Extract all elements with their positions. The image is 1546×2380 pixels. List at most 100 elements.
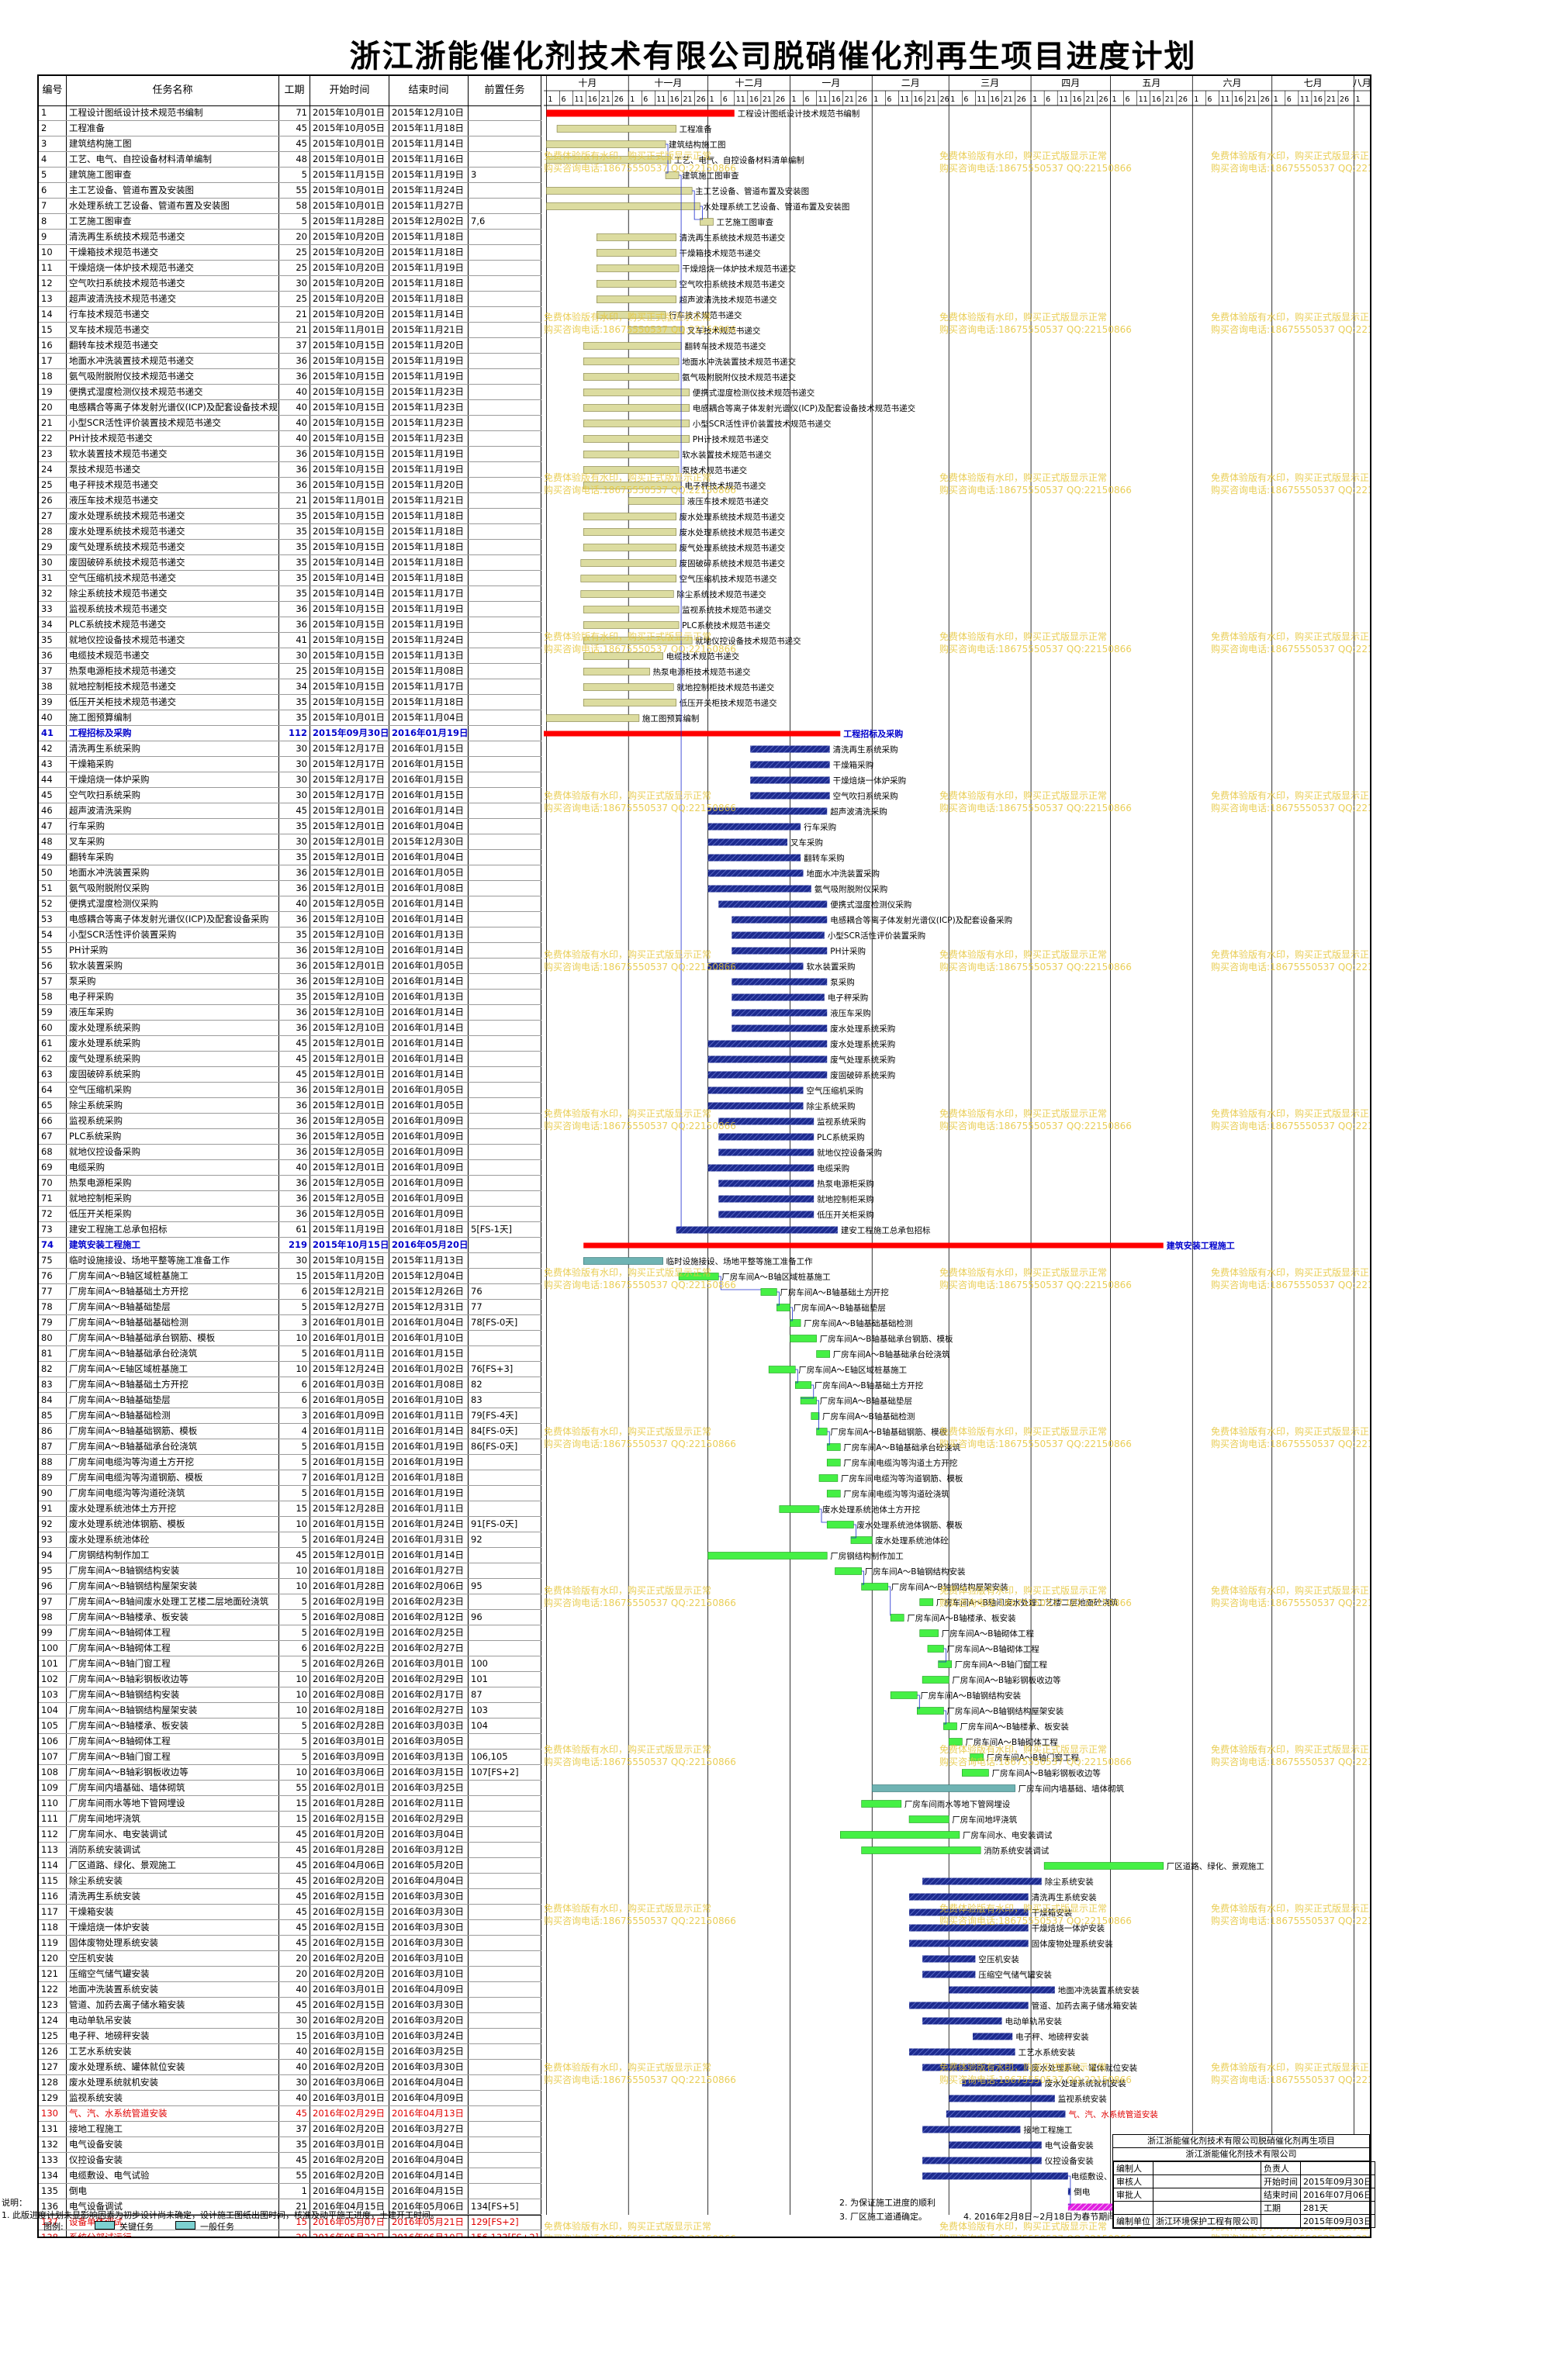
cell-predecessor: 84[FS-0天] [469, 1424, 541, 1439]
watermark-line: 购买咨询电话:18675550537 QQ:22150866 [544, 962, 736, 972]
gantt-bar-label: 电感耦合等离子体发射光谱仪(ICP)及配套设备采购 [830, 915, 1012, 925]
table-row: 129 监视系统安装 40 2016年03月01日 2016年04月09日 [39, 2091, 541, 2106]
cell-start: 2015年10月15日 [310, 1238, 389, 1252]
cell-task-name: 小型SCR活性评价装置技术规范书递交 [67, 416, 279, 430]
cell-task-name: 厂房车间水、电安装调试 [67, 1827, 279, 1842]
cell-id: 45 [39, 788, 67, 803]
table-row: 126 工艺水系统安装 40 2016年02月15日 2016年03月25日 [39, 2044, 541, 2060]
cell-id: 7 [39, 199, 67, 213]
table-row: 70 热泵电源柜采购 36 2015年12月05日 2016年01月09日 [39, 1176, 541, 1191]
dependency-link [795, 1369, 798, 1383]
cell-duration: 15 [279, 1812, 310, 1826]
table-row: 77 厂房车间A～B轴基础土方开挖 6 2015年12月21日 2015年12月26日 7… [39, 1284, 541, 1300]
cell-start: 2016年02月20日 [310, 1874, 389, 1888]
cell-finish: 2016年03月05日 [389, 1734, 469, 1749]
table-row: 138 系统分部试运行 20 2016年05月22日 2016年06月10日 156,13… [39, 2230, 541, 2237]
cell-start: 2016年04月06日 [310, 1858, 389, 1873]
table-row: 135 倒电 1 2016年04月15日 2016年04月15日 [39, 2184, 541, 2199]
watermark-line: 免费体验版有水印，购买正式版显示正常 [1211, 472, 1371, 483]
cell-id: 76 [39, 1269, 67, 1283]
cell-finish: 2015年11月21日 [389, 493, 469, 508]
cell-id: 8 [39, 214, 67, 229]
watermark-line: 购买咨询电话:18675550537 QQ:22150866 [939, 803, 1132, 813]
cell-finish: 2016年01月14日 [389, 943, 469, 958]
gantt-bar-label: 热泵电源柜采购 [817, 1179, 874, 1189]
watermark: 免费体验版有水印，购买正式版显示正常购买咨询电话:18675550537 QQ:… [1211, 1584, 1370, 1609]
table-row: 85 厂房车间A～B轴基础检测 3 2016年01月09日 2016年01月11日 79[… [39, 1408, 541, 1424]
cell-duration: 25 [279, 261, 310, 275]
cell-finish: 2016年01月18日 [389, 1470, 469, 1485]
cell-id: 44 [39, 772, 67, 787]
cell-task-name: 厂房车间电缆沟等沟道土方开挖 [67, 1455, 279, 1470]
cell-duration: 36 [279, 369, 310, 384]
watermark: 免费体验版有水印，购买正式版显示正常购买咨询电话:18675550537 QQ:… [939, 1584, 1132, 1609]
cell-id: 15 [39, 323, 67, 337]
cell-start: 2016年02月20日 [310, 1967, 389, 1981]
cell-finish: 2015年11月18日 [389, 121, 469, 136]
gantt-bar-label: 废水处理系统池体砼 [875, 1535, 949, 1546]
cell-start: 2016年02月20日 [310, 2013, 389, 2028]
cell-task-name: 空压机安装 [67, 1951, 279, 1966]
table-row: 63 废固破碎系统采购 45 2015年12月01日 2016年01月14日 [39, 1067, 541, 1083]
table-row: 53 电感耦合等离子体发射光谱仪(ICP)及配套设备采购 36 2015年12月10日… [39, 912, 541, 927]
cell-start: 2016年02月15日 [310, 1812, 389, 1826]
table-row: 30 废固破碎系统技术规范书递交 35 2015年10月14日 2015年11月18日 [39, 555, 541, 571]
cell-task-name: 施工图预算编制 [67, 710, 279, 725]
cell-duration: 4 [279, 1424, 310, 1439]
cell-task-name: 监视系统采购 [67, 1114, 279, 1128]
table-row: 81 厂房车间A～B轴基础承台砼浇筑 5 2016年01月11日 2016年01月15日 [39, 1346, 541, 1362]
gantt-bar-label: 废水处理系统、罐体就位安装 [1032, 2063, 1138, 2073]
cell-predecessor [469, 292, 541, 306]
cell-start: 2016年01月11日 [310, 1424, 389, 1439]
cell-predecessor [469, 400, 541, 415]
cell-start: 2015年12月01日 [310, 865, 389, 880]
cell-predecessor [469, 881, 541, 896]
cell-id: 96 [39, 1579, 67, 1594]
gantt-bar-label: 行车技术规范书递交 [669, 310, 742, 320]
cell-start: 2015年10月01日 [310, 183, 389, 198]
cell-task-name: 厂房车间A～B轴彩钢板收边等 [67, 1672, 279, 1687]
gantt-bar [909, 1908, 1029, 1916]
watermark-line: 免费体验版有水印，购买正式版显示正常 [544, 472, 712, 483]
header-finish: 结束时间 [389, 76, 469, 105]
gantt-bar-label: 废水处理系统采购 [830, 1039, 895, 1049]
gantt-bar [707, 807, 828, 815]
watermark: 免费体验版有水印，购买正式版显示正常购买咨询电话:18675550537 QQ:… [939, 789, 1132, 814]
cell-start: 2015年10月15日 [310, 524, 389, 539]
day-tick-label: 6 [1207, 95, 1212, 104]
cell-id: 23 [39, 447, 67, 461]
gantt-bar [583, 637, 693, 644]
cell-predecessor [469, 1967, 541, 1981]
table-row: 128 废水处理系统就机安装 30 2016年03月06日 2016年04月04日 [39, 2075, 541, 2091]
dependency-link [943, 1710, 946, 1725]
cell-duration: 5 [279, 1734, 310, 1749]
table-row: 105 厂房车间A～B轴楼承、板安装 5 2016年02月28日 2016年03月03日… [39, 1719, 541, 1734]
cell-start: 2015年12月01日 [310, 1160, 389, 1175]
cell-predecessor [469, 2153, 541, 2168]
cell-task-name: 厂房车间地坪浇筑 [67, 1812, 279, 1826]
cell-duration: 45 [279, 1998, 310, 2012]
cell-duration: 25 [279, 245, 310, 260]
cell-finish: 2016年01月09日 [389, 1145, 469, 1159]
cell-start: 2015年10月15日 [310, 400, 389, 415]
gantt-bar-label: 厂房车间A～B轴基础土方开挖 [815, 1380, 923, 1390]
cell-task-name: 厂房车间A～B轴门窗工程 [67, 1656, 279, 1671]
cell-task-name: 低压开关柜采购 [67, 1207, 279, 1221]
table-row: 95 厂房车间A～B轴钢结构安装 10 2016年01月18日 2016年01月27日 [39, 1563, 541, 1579]
cell-predecessor: 95 [469, 1579, 541, 1594]
cell-predecessor [469, 2122, 541, 2136]
note-2: 2. 为保证施工进度的顺利 [839, 2198, 936, 2208]
gantt-bar-label: 泵采购 [830, 977, 855, 987]
cell-predecessor [469, 462, 541, 477]
cell-id: 65 [39, 1098, 67, 1113]
cell-duration: 36 [279, 912, 310, 927]
cell-id: 121 [39, 1967, 67, 1981]
cell-duration: 40 [279, 1160, 310, 1175]
cell-task-name: 低压开关柜技术规范书递交 [67, 695, 279, 710]
cell-id: 10 [39, 245, 67, 260]
cell-predecessor: 76[FS+3] [469, 1362, 541, 1377]
cell-duration: 10 [279, 1362, 310, 1377]
gantt-bar [546, 187, 693, 195]
cell-duration: 36 [279, 617, 310, 632]
